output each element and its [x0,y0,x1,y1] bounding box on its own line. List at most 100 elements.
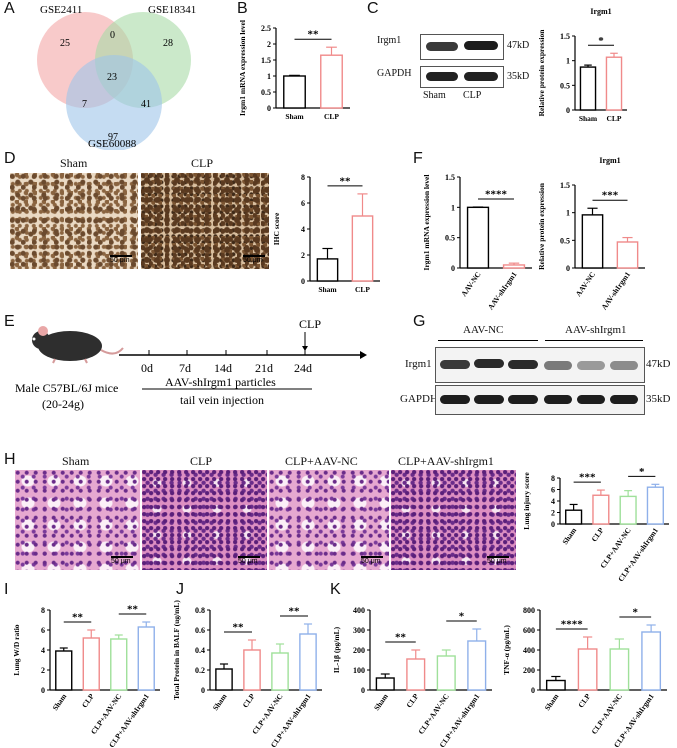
timeline-diagram: CLP 0d 7d 14d 21d 24d Male C57BL/6J mice… [15,318,367,411]
bar [577,648,598,691]
y-tick-label: 400 [353,606,365,615]
significance-label: ** [308,29,320,41]
y-tick-label: 0 [361,686,365,695]
chart-j: Total Protein in BALF (ug/mL) 0 0.2 0.4 0.6 0… [172,600,322,748]
y-tick-label: 1 [451,203,455,212]
y-axis-label: Irgm1 mRNA expression level [422,175,431,271]
y-tick-label: 1.5 [261,56,271,65]
bar [641,631,662,691]
treatment-line1: AAV-shIrgm1 particles [165,375,276,389]
chart-k1: IL-1β (pg/mL) 0 100 200 300 400 Sham CLPCLP+AAV… [332,606,492,748]
x-tick-label: CLP+AAV-NC [589,692,624,736]
timeline-day-14: 14d [214,361,232,375]
y-tick-label: 800 [523,606,535,615]
y-axis-label: IHC score [272,212,281,245]
timeline-day-7: 7d [179,361,191,375]
x-tick-label: CLP [607,114,622,123]
bar [375,677,395,691]
venn-b-only: 28 [163,38,173,49]
panel-label-h: H [4,451,16,468]
chart-c: Irgm1 Relative protein expression 0 0.5 1 1.5… [537,7,627,123]
band [577,395,605,404]
bar [299,633,317,691]
bar [619,495,637,525]
bar [545,679,566,691]
y-axis-label: Lung injury score [522,472,531,530]
y-axis-label: Irgm1 mRNA expression level [238,20,247,116]
x-tick-label: AAV-NC [574,270,597,298]
x-tick-label: CLP [576,692,592,710]
timeline-day-24: 24d [294,361,312,375]
x-tick-label: CLP [241,692,257,710]
scale-bar: 50 μm [238,556,260,565]
y-tick-label: 8 [301,173,305,182]
band [464,72,498,81]
group-line [545,340,643,341]
y-tick-label: 8 [41,606,45,615]
x-tick-label: AAV-NC [459,270,482,298]
y-tick-label: 600 [523,626,535,635]
band [464,41,498,50]
y-tick-label: 0 [451,264,455,273]
y-tick-label: 400 [523,646,535,655]
bar [646,486,664,525]
significance-label: **** [485,189,508,201]
bar [605,56,623,111]
significance-label: * [633,607,639,619]
y-tick-label: 0 [566,264,570,273]
y-tick-label: 4 [551,497,555,506]
band [426,72,458,81]
venn-abc: 23 [107,72,117,83]
he-label-clp: CLP [190,454,213,468]
y-tick-label: 0 [531,686,535,695]
y-tick-label: 2 [267,40,271,49]
timeline-event-label: CLP [299,318,321,331]
he-label-clp-aav-shirgm1: CLP+AAV-shIrgm1 [398,454,494,468]
blot-c-lane-sham: Sham [423,90,446,101]
band [440,395,470,404]
blot-c-irgm1-strip [420,34,504,60]
y-axis-label: TNF-α (pg/mL) [502,625,511,675]
x-tick-label: AAV-shIrgm1 [599,270,632,312]
bar [406,658,426,691]
x-tick-label: Sham [211,691,229,712]
venn-diagram: GSE2411 GSE18341 GSE60088 25 28 97 0 7 4… [37,4,196,150]
bar [436,655,456,691]
blot-g-gapdh-strip [435,385,645,415]
scale-bar: 50 μm [487,556,509,565]
band [544,361,572,370]
scale-bar: 50 μm [111,556,133,565]
blot-g-label-gapdh: GAPDH [400,393,438,405]
he-image-clp: 50 μm [142,470,267,570]
bar [592,494,610,525]
venn-bc: 41 [141,99,151,110]
y-tick-label: 1 [267,72,271,81]
y-tick-label: 0.8 [195,606,205,615]
chart-f1: Irgm1 mRNA expression level 0 0.5 1 1.5 AAV-N… [422,173,532,311]
y-tick-label: 1 [566,57,570,66]
significance-label: ** [72,612,84,624]
panel-label-b: B [237,0,248,17]
y-tick-label: 1 [566,209,570,218]
x-tick-label: CLP+AAV-NC [416,692,451,736]
y-tick-label: 200 [523,666,535,675]
y-tick-label: 4 [41,646,45,655]
bar [502,264,526,269]
panel-label-k: K [330,581,341,598]
venn-label-c: GSE60088 [88,138,137,150]
y-tick-label: 1.5 [445,173,455,182]
panel-label-i: I [4,581,9,598]
band [426,42,458,51]
y-tick-label: 2 [41,666,45,675]
y-tick-label: 2 [551,509,555,518]
band [508,395,538,404]
chart-b: Irgm1 mRNA expression level 0 0.5 1 1.5 2 2.5 S… [238,20,350,121]
y-tick-label: 8 [551,474,555,483]
band [474,395,504,404]
treatment-line2: tail vein injection [180,393,264,407]
chart-d: IHC score 0 2 4 6 8 Sham CLP ** [272,173,380,294]
panel-label-a: A [4,0,15,17]
panel-label-f: F [413,150,423,167]
y-tick-label: 0.5 [445,234,455,243]
